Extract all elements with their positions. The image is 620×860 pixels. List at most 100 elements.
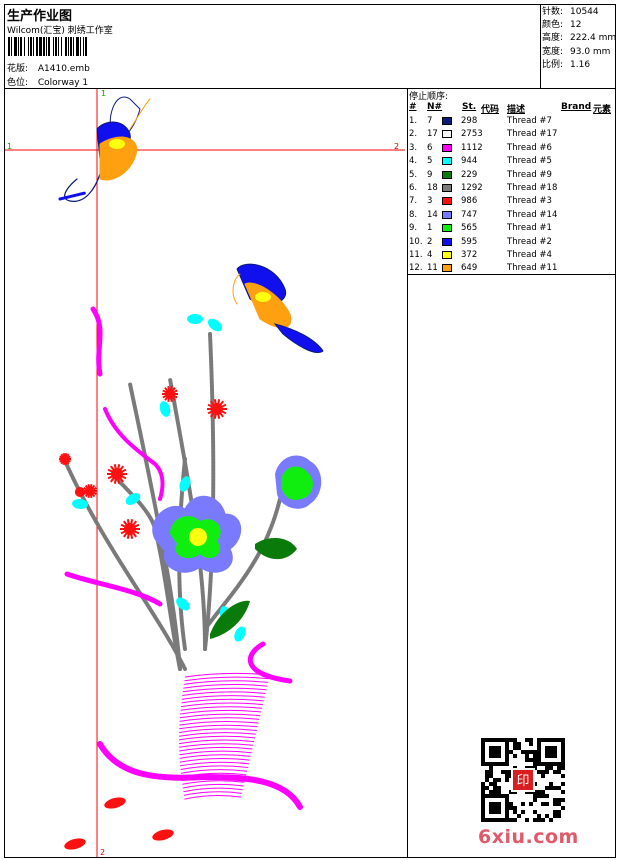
table-row: 1. 7 298 Thread #7 — [0, 116, 552, 129]
thread-number: 14 — [427, 209, 438, 220]
col-header-code: 代码 — [481, 105, 500, 115]
barcode-bar — [72, 37, 73, 56]
qr-module — [489, 790, 493, 794]
cyan-leaf — [234, 626, 246, 642]
barcode-bar — [25, 37, 28, 56]
qr-finder-core — [545, 746, 557, 758]
stat-value: 10544 — [570, 7, 599, 17]
table-bottom-divider — [407, 274, 616, 275]
qr-module — [513, 746, 517, 750]
qr-module — [537, 814, 541, 818]
thread-number: 11 — [427, 263, 438, 274]
qr-module — [561, 782, 565, 786]
butterfly-body-spot — [109, 139, 125, 149]
barcode-bar — [14, 37, 17, 56]
barcode-bar — [10, 37, 11, 56]
qr-module — [525, 818, 529, 822]
qr-module — [541, 802, 545, 806]
qr-module — [545, 766, 549, 770]
embroidery-preview: 1 2 1 2 — [5, 89, 405, 857]
barcode-bar — [32, 37, 33, 56]
barcode-bar — [73, 37, 74, 56]
qr-module — [557, 798, 561, 802]
cyan-leaf — [176, 597, 190, 611]
header-divider — [4, 88, 616, 89]
qr-module — [485, 786, 489, 790]
side-flower-center — [281, 466, 313, 500]
qr-module — [561, 798, 565, 802]
col-header-index: # — [409, 102, 417, 112]
table-row: 11. 4 372 Thread #4 — [0, 250, 552, 263]
stat-row: 针数: 10544 — [542, 6, 616, 19]
barcode-bar — [30, 37, 32, 56]
qr-module — [549, 766, 553, 770]
qr-module — [537, 794, 541, 798]
thread-index: 5. — [409, 169, 418, 180]
qr-module — [513, 738, 517, 742]
qr-module — [557, 810, 561, 814]
red-bud — [162, 385, 178, 403]
butterfly-wing-edge — [58, 191, 87, 201]
qr-module — [533, 754, 537, 758]
thread-description: Thread #7 — [507, 116, 552, 126]
thread-stitches: 1112 — [461, 142, 483, 153]
thread-description: Thread #18 — [507, 183, 558, 193]
qr-module — [497, 786, 501, 790]
panel-divider — [407, 88, 408, 858]
red-petal — [64, 838, 86, 850]
qr-module — [553, 802, 557, 806]
qr-module — [521, 810, 525, 814]
barcode-bar — [59, 37, 61, 56]
magenta-ribbon — [247, 641, 293, 684]
stat-label: 高度: — [542, 33, 564, 44]
qr-module — [517, 742, 521, 746]
barcode-bar — [76, 37, 79, 56]
table-row: 7. 3 986 Thread #3 — [0, 196, 552, 209]
butterfly-wing-tail — [273, 323, 324, 353]
barcode-bar — [85, 37, 87, 56]
stat-value: 1.16 — [570, 59, 591, 70]
design-line: 花版: A1410.emb — [7, 61, 90, 74]
qr-code: 印 — [481, 738, 565, 822]
cyan-leaf — [125, 493, 141, 505]
thread-index: 11. — [409, 250, 423, 260]
qr-module — [481, 786, 485, 790]
table-row: 12. 11 649 Thread #11 — [0, 263, 557, 276]
barcode-bar — [79, 37, 80, 56]
barcode-bar — [12, 37, 14, 56]
cyan-leaf — [159, 401, 171, 417]
qr-finder-core — [489, 746, 501, 758]
red-petal — [104, 797, 126, 809]
thread-description: Thread #5 — [507, 156, 552, 167]
page-title: 生产作业图 — [7, 9, 73, 24]
thread-number: 2 — [427, 236, 433, 247]
qr-module — [481, 790, 485, 794]
thread-index: 12. — [409, 263, 423, 274]
barcode-bar — [65, 37, 67, 56]
cyan-leaf — [207, 318, 223, 332]
thread-stitches: 649 — [461, 263, 478, 274]
flower-stem — [203, 497, 282, 631]
col-header-description: 描述 — [507, 105, 526, 115]
qr-module — [509, 738, 513, 742]
qr-module — [529, 750, 533, 754]
qr-module — [529, 738, 533, 742]
qr-module — [549, 786, 553, 790]
qr-module — [533, 798, 537, 802]
thread-index: 3. — [409, 142, 418, 153]
qr-module — [525, 754, 529, 758]
thread-number: 1 — [427, 223, 433, 234]
qr-module — [521, 802, 525, 806]
qr-module — [509, 818, 513, 822]
qr-module — [493, 786, 497, 790]
stat-label: 针数: — [542, 7, 564, 17]
thread-description: Thread #14 — [507, 209, 558, 220]
thread-description: Thread #11 — [507, 263, 558, 274]
qr-module — [513, 806, 517, 810]
table-row: 4. 5 944 Thread #5 — [0, 156, 552, 169]
barcode-bar — [17, 37, 18, 56]
butterfly-body-spot — [255, 292, 271, 302]
barcode-bar — [20, 37, 22, 56]
barcode-bar — [22, 37, 24, 56]
